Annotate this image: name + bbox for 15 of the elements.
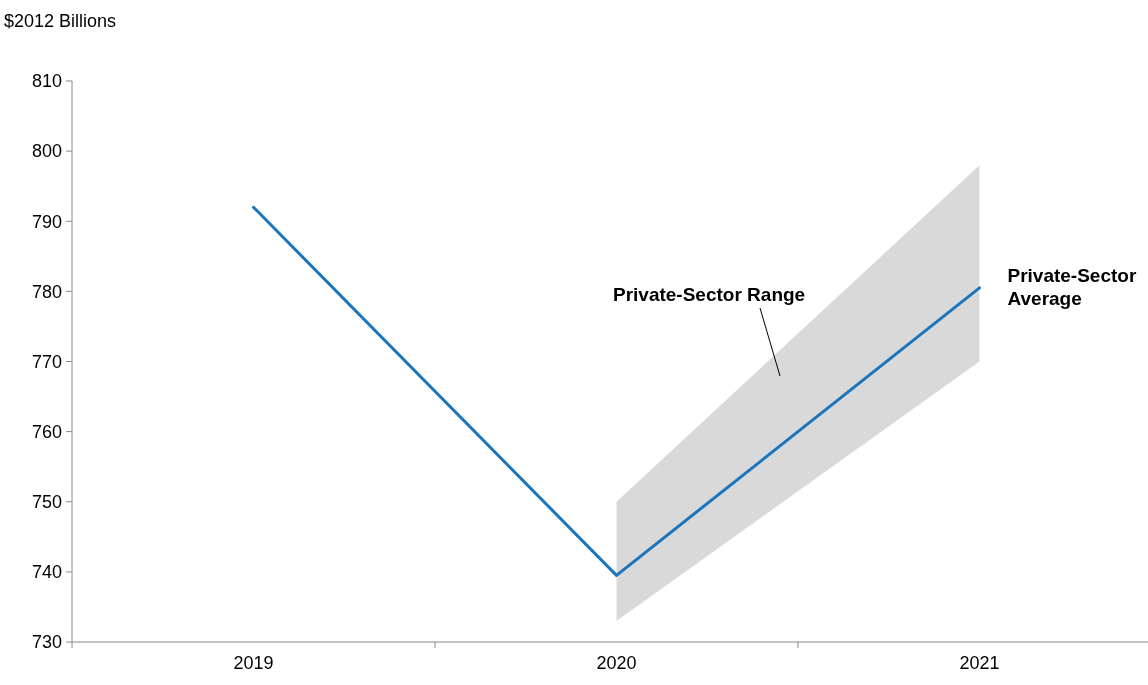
y-tick-label: 760 [31, 421, 62, 442]
y-tick-label: 740 [31, 562, 62, 583]
x-tick-label: 2021 [959, 653, 1000, 673]
y-tick-label: 730 [31, 632, 62, 653]
x-tick-label: 2020 [596, 653, 637, 673]
y-tick-label: 750 [31, 492, 62, 513]
y-tick-label: 800 [31, 141, 62, 162]
y-tick-label: 790 [31, 211, 62, 232]
y-tick-label: 780 [31, 281, 62, 302]
annotation: Private-Sector Range [613, 284, 806, 305]
x-tick-label: 2019 [233, 653, 274, 673]
y-tick-label: 810 [31, 71, 62, 92]
y-tick-label: 770 [31, 351, 62, 372]
y-axis-title: $2012 Billions [4, 11, 117, 31]
series-label: Private-Sector Average [1007, 264, 1137, 309]
